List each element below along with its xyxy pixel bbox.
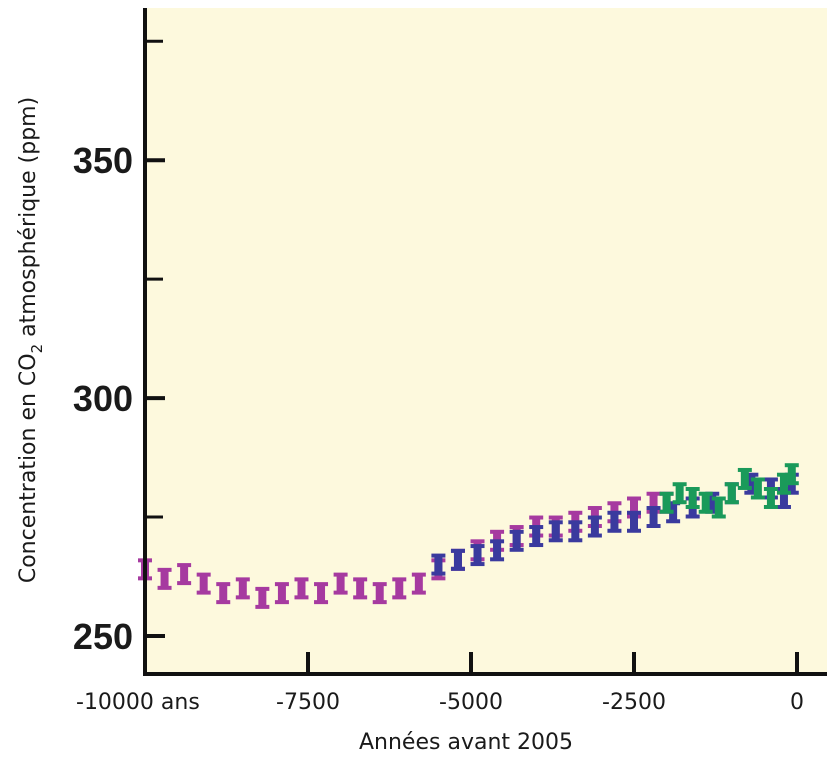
- y-axis-title-suffix: atmosphérique (ppm): [16, 97, 41, 344]
- data-point: [568, 520, 583, 543]
- x-tick-label: 0: [790, 690, 804, 715]
- data-point: [431, 553, 446, 576]
- y-tick-label: 300: [73, 378, 133, 419]
- x-tick-label: -2500: [602, 690, 666, 715]
- data-point: [548, 520, 563, 543]
- data-point: [333, 572, 348, 595]
- data-point: [470, 544, 485, 567]
- data-point: [177, 563, 192, 586]
- data-point: [353, 577, 368, 600]
- series-layer: [138, 463, 799, 609]
- x-tick-label: -7500: [276, 690, 340, 715]
- data-point: [411, 572, 426, 595]
- data-point: [750, 477, 765, 500]
- data-point: [587, 515, 602, 538]
- data-point: [314, 582, 329, 605]
- data-point: [607, 510, 622, 533]
- data-point: [685, 486, 700, 509]
- y-tick-label: 250: [73, 616, 133, 657]
- y-axis-title-subscript: 2: [28, 344, 46, 354]
- x-ticks: -10000 ans -7500 -5000 -2500 0: [76, 652, 804, 715]
- data-point: [157, 567, 172, 590]
- data-point: [529, 525, 544, 548]
- data-point: [646, 506, 661, 529]
- data-point: [294, 577, 309, 600]
- x-tick-label: -5000: [439, 690, 503, 715]
- data-point: [724, 482, 739, 505]
- data-point: [372, 582, 387, 605]
- x-tick-label: -10000 ans: [76, 690, 200, 715]
- data-point: [763, 486, 778, 509]
- data-point: [784, 463, 799, 486]
- data-point: [235, 577, 250, 600]
- y-ticks: 250 300 350: [73, 39, 165, 657]
- x-axis-title: Années avant 2005: [359, 730, 573, 755]
- data-point: [392, 577, 407, 600]
- data-point: [216, 582, 231, 605]
- y-axis-title: Concentration en CO2 atmosphérique (ppm): [16, 97, 46, 583]
- data-point: [627, 510, 641, 533]
- data-point: [711, 496, 726, 519]
- data-point: [274, 582, 289, 605]
- plot-background: [145, 8, 827, 674]
- data-point: [659, 491, 674, 514]
- data-point: [672, 482, 687, 505]
- data-point: [509, 529, 524, 552]
- data-point: [490, 539, 505, 562]
- series-3: [659, 463, 799, 519]
- data-point: [737, 467, 752, 490]
- data-point: [196, 572, 211, 595]
- data-point: [698, 491, 713, 514]
- y-tick-label: 350: [73, 140, 133, 181]
- data-point: [450, 548, 465, 571]
- y-axis-title-prefix: Concentration en CO: [16, 353, 41, 583]
- data-point: [255, 586, 270, 609]
